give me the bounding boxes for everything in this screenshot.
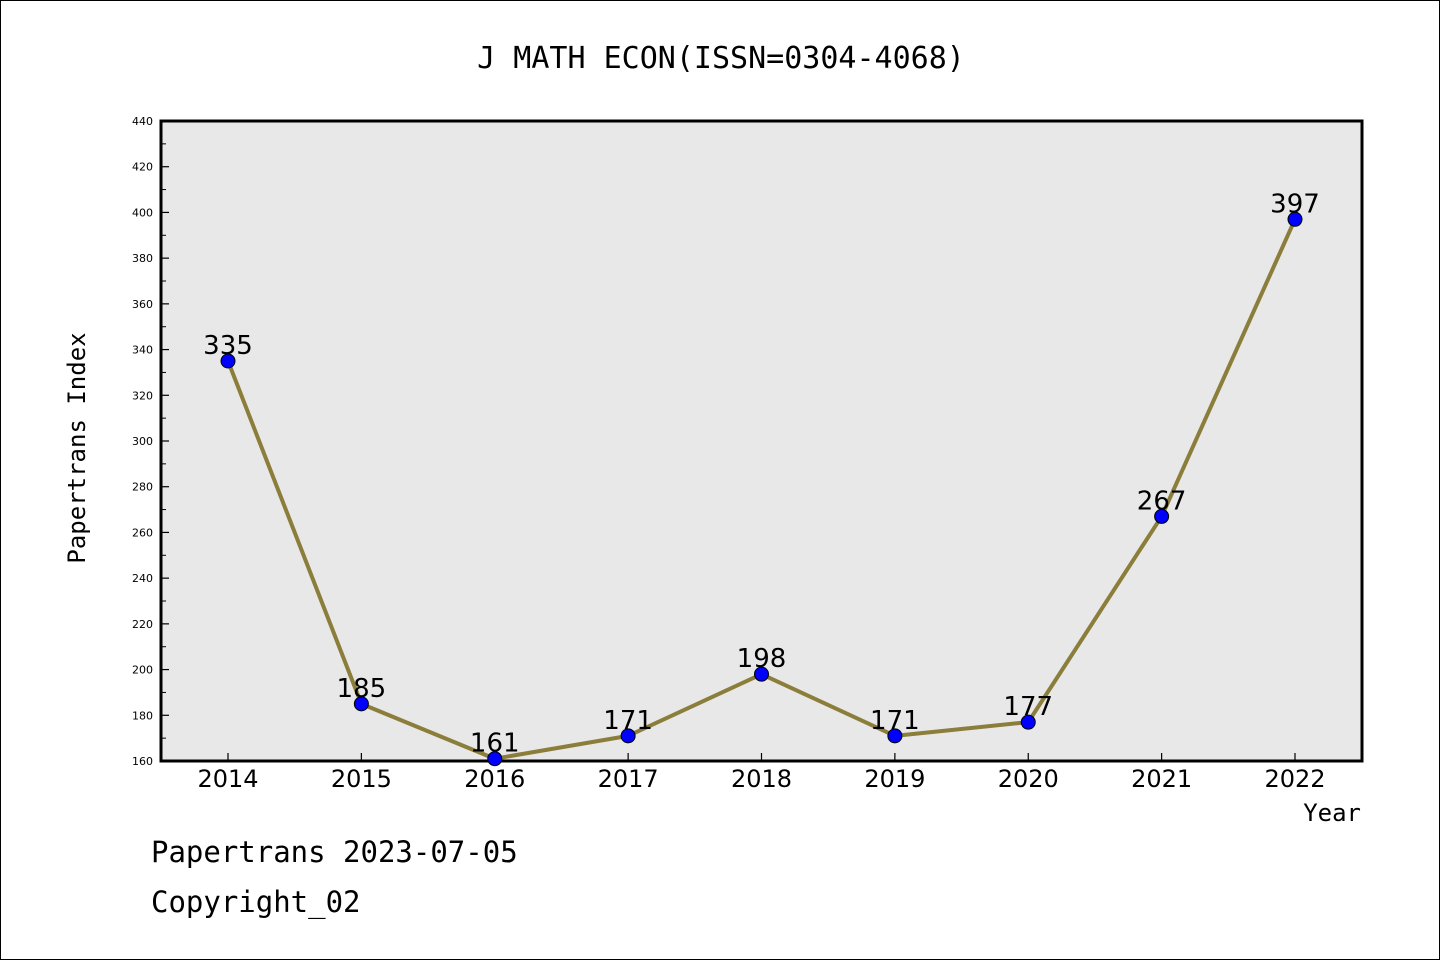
data-point-2021 (1154, 508, 1170, 524)
y-tick-label: 160 (132, 755, 153, 768)
data-point-2014 (220, 353, 236, 369)
y-tick-label: 300 (132, 435, 153, 448)
x-axis-title: Year (1303, 799, 1361, 827)
y-axis-title: Papertrans Index (63, 332, 91, 563)
data-label-2022: 397 (1270, 189, 1320, 219)
y-tick-label: 240 (132, 572, 153, 585)
x-tick-label: 2019 (864, 765, 925, 793)
x-tick-label: 2017 (598, 765, 659, 793)
x-tick-label: 2022 (1264, 765, 1325, 793)
y-tick-label: 280 (132, 481, 153, 494)
y-tick-label: 260 (132, 526, 153, 539)
x-tick-label: 2020 (998, 765, 1059, 793)
data-point-2016 (487, 751, 503, 767)
data-label-2018: 198 (737, 644, 787, 674)
data-point-2018 (754, 666, 769, 682)
footer-date-text: Papertrans 2023-07-05 (151, 835, 518, 869)
y-tick-label: 320 (132, 389, 153, 402)
y-tick-label: 420 (132, 161, 153, 174)
data-label-2014: 335 (203, 331, 253, 361)
x-tick-label: 2015 (331, 765, 392, 793)
y-tick-label: 200 (132, 664, 153, 677)
data-point-2015 (353, 696, 369, 712)
data-point-2019 (887, 728, 903, 744)
data-point-2020 (1020, 714, 1036, 730)
x-axis: 2014 2015 2016 2017 2018 2019 2020 2021 2022 (197, 753, 1326, 793)
y-axis: 160 180 200 220 240 260 280 300 320 340 360 380 400 4… (132, 115, 169, 768)
x-tick-label: 2014 (197, 765, 258, 793)
data-label-2016: 161 (470, 729, 520, 759)
data-label-2020: 177 (1003, 692, 1053, 722)
data-labels: 335 185 161 171 198 171 177 267 397 (203, 189, 1320, 758)
x-tick-label: 2021 (1131, 765, 1192, 793)
data-point-2017 (620, 728, 636, 744)
y-tick-label: 340 (132, 344, 153, 357)
data-label-2021: 267 (1137, 486, 1187, 516)
data-point-2022 (1287, 211, 1303, 227)
plot-area (159, 119, 1364, 763)
y-tick-label: 400 (132, 206, 153, 219)
y-tick-label: 360 (132, 298, 153, 311)
data-label-2017: 171 (603, 706, 653, 736)
y-tick-label: 440 (132, 115, 153, 128)
data-label-2015: 185 (337, 674, 387, 704)
data-markers (220, 211, 1303, 767)
y-tick-label: 220 (132, 618, 153, 631)
data-label-2019: 171 (870, 706, 920, 736)
y-tick-label: 180 (132, 709, 153, 722)
x-tick-label: 2016 (464, 765, 525, 793)
x-tick-label: 2018 (731, 765, 792, 793)
y-tick-label: 380 (132, 252, 153, 265)
chart-title: J MATH ECON(ISSN=0304-4068) (477, 41, 965, 76)
footer-copyright-text: Copyright_02 (151, 885, 361, 919)
